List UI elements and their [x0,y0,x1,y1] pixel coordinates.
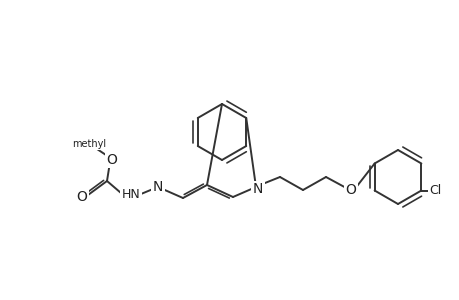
Text: N: N [152,180,163,194]
Text: N: N [252,182,263,196]
Text: O: O [106,153,117,167]
Text: O: O [76,190,87,204]
Text: Cl: Cl [428,184,441,197]
Text: methyl: methyl [72,139,106,149]
Text: O: O [345,183,356,197]
Text: HN: HN [121,188,140,200]
